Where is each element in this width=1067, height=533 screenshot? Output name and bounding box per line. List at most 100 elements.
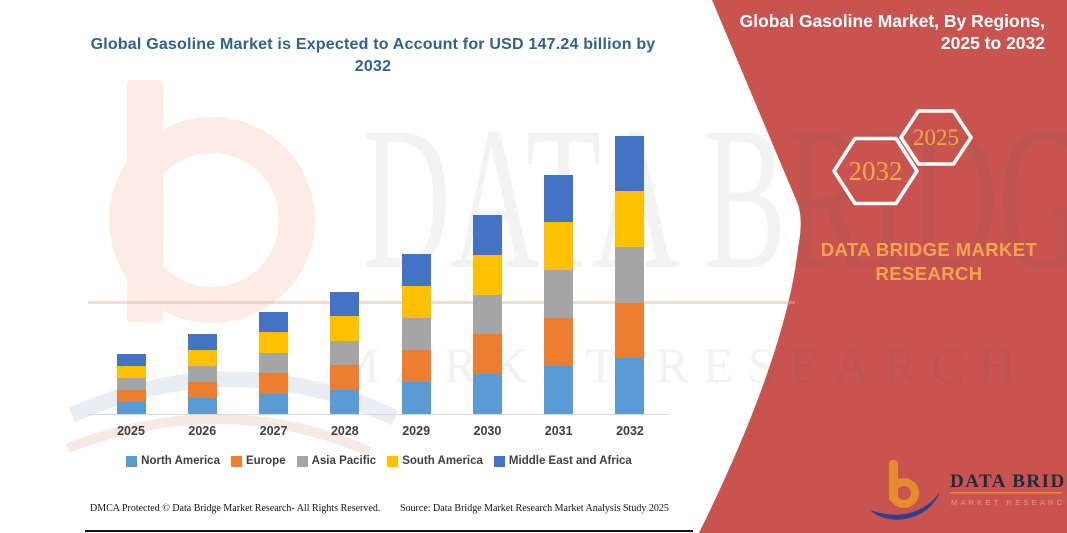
bar-segment — [614, 358, 644, 414]
watermark-swoosh-pink — [66, 414, 373, 457]
x-label-2025: 2025 — [117, 424, 145, 438]
logo-underline — [950, 492, 1062, 494]
legend-label: Europe — [245, 455, 286, 467]
bar-segment — [330, 389, 360, 414]
bar-2032 — [614, 135, 644, 414]
x-label-2026: 2026 — [188, 424, 217, 438]
bar-segment — [188, 350, 218, 366]
bar-2026 — [188, 334, 218, 414]
bar-segment — [259, 393, 289, 414]
bar-2027 — [259, 312, 289, 414]
bar-segment — [401, 254, 431, 286]
watermark-b-bowl — [109, 117, 315, 323]
legend-item: North America — [126, 455, 220, 467]
legend-swatch-icon — [296, 455, 308, 467]
logo-b-bowl-icon — [889, 478, 919, 508]
legend-item: Europe — [230, 455, 286, 467]
legend-swatch-icon — [126, 455, 138, 467]
bar-segment — [117, 402, 146, 414]
bar-segment — [117, 378, 146, 390]
brand-caption-line2: RESEARCH — [875, 263, 983, 284]
bar-segment — [259, 373, 289, 394]
footer-copyright: DMCA Protected © Data Bridge Market Rese… — [90, 503, 381, 514]
legend: North America Europe Asia Pacific South Ame… — [88, 455, 670, 467]
x-axis-labels: 2025 2026 2027 2028 2029 2030 2031 2032 — [111, 424, 650, 438]
legend-label: South America — [402, 455, 483, 467]
bar-segment — [614, 135, 644, 192]
bar-segment — [188, 398, 218, 414]
bar-segment — [472, 254, 502, 295]
legend-item: Asia Pacific — [296, 455, 377, 467]
logo-d-swoosh-icon — [870, 492, 940, 520]
hexagon-2032-outline-icon — [832, 136, 919, 206]
bar-2030 — [472, 215, 502, 414]
bar-segment — [188, 366, 218, 382]
bar-segment — [330, 292, 360, 317]
x-label-2031: 2031 — [544, 424, 573, 438]
bar-segment — [188, 382, 218, 398]
x-label-2032: 2032 — [616, 424, 644, 438]
bar-segment — [543, 174, 573, 223]
bar-segment — [614, 302, 644, 359]
bar-segment — [472, 334, 502, 375]
bar-segment — [117, 354, 146, 366]
bar-segment — [543, 270, 573, 319]
footer-divider — [85, 530, 693, 532]
legend-swatch-icon — [387, 455, 399, 467]
x-axis-line — [88, 414, 670, 415]
bar-segment — [614, 191, 644, 247]
bar-segment — [401, 286, 431, 318]
bar-segment — [401, 382, 431, 414]
bar-segment — [472, 374, 502, 414]
hexagon-2025-badge: 2025 — [899, 109, 973, 166]
footer-source: Source: Data Bridge Market Research Mark… — [400, 503, 669, 514]
bar-segment — [330, 316, 360, 341]
bar-segment — [188, 334, 218, 350]
bar-segment — [117, 390, 146, 402]
side-panel-shape-path — [699, 0, 1067, 533]
legend-item: South America — [387, 455, 483, 467]
bar-segment — [543, 222, 573, 271]
bar-segment — [472, 215, 502, 255]
bar-segment — [330, 365, 360, 390]
bar-2025 — [117, 354, 146, 414]
x-label-2029: 2029 — [402, 424, 431, 438]
bar-segment — [543, 318, 573, 367]
legend-label: North America — [141, 455, 220, 467]
chart-title: Global Gasoline Market is Expected to Ac… — [90, 36, 656, 75]
plot-columns — [117, 120, 644, 414]
bar-segment — [543, 366, 573, 414]
x-label-2028: 2028 — [330, 424, 359, 438]
bar-segment — [401, 318, 431, 350]
legend-label: Middle East and Africa — [508, 455, 632, 467]
bar-segment — [259, 352, 289, 374]
badge-2025-label: 2025 — [913, 125, 959, 150]
x-label-2030: 2030 — [473, 424, 502, 438]
bar-2028 — [330, 292, 360, 414]
logo-subtitle-text: MARKET RESEARCH — [951, 498, 1066, 507]
x-label-2027: 2027 — [259, 424, 288, 438]
bar-segment — [330, 340, 360, 366]
side-panel-heading-line2: 2025 to 2032 — [940, 33, 1045, 53]
bar-2029 — [401, 254, 431, 414]
side-panel-heading-line1: Global Gasoline Market, By Regions, — [739, 11, 1045, 31]
legend-item: Middle East and Africa — [493, 455, 632, 467]
legend-swatch-icon — [493, 455, 505, 467]
bar-segment — [401, 350, 431, 382]
brand-logo: DATA BRIDGE MARKET RESEARCH — [870, 460, 1066, 520]
bar-segment — [259, 312, 289, 333]
bar-segment — [614, 246, 644, 303]
legend-swatch-icon — [230, 455, 242, 467]
year-badges: 2025 2032 — [832, 109, 973, 206]
bar-segment — [117, 366, 146, 378]
brand-caption-line1: DATA BRIDGE MARKET — [820, 239, 1038, 260]
legend-label: Asia Pacific — [311, 455, 377, 467]
logo-name-text: DATA BRIDGE — [950, 471, 1066, 492]
badge-2032-label: 2032 — [849, 156, 903, 186]
bar-2031 — [543, 174, 573, 414]
side-panel-heading: Global Gasoline Market, By Regions, 2025… — [705, 10, 1045, 54]
brand-caption: DATA BRIDGE MARKET RESEARCH — [790, 238, 1067, 286]
hexagon-2025-outline-icon — [899, 109, 973, 166]
